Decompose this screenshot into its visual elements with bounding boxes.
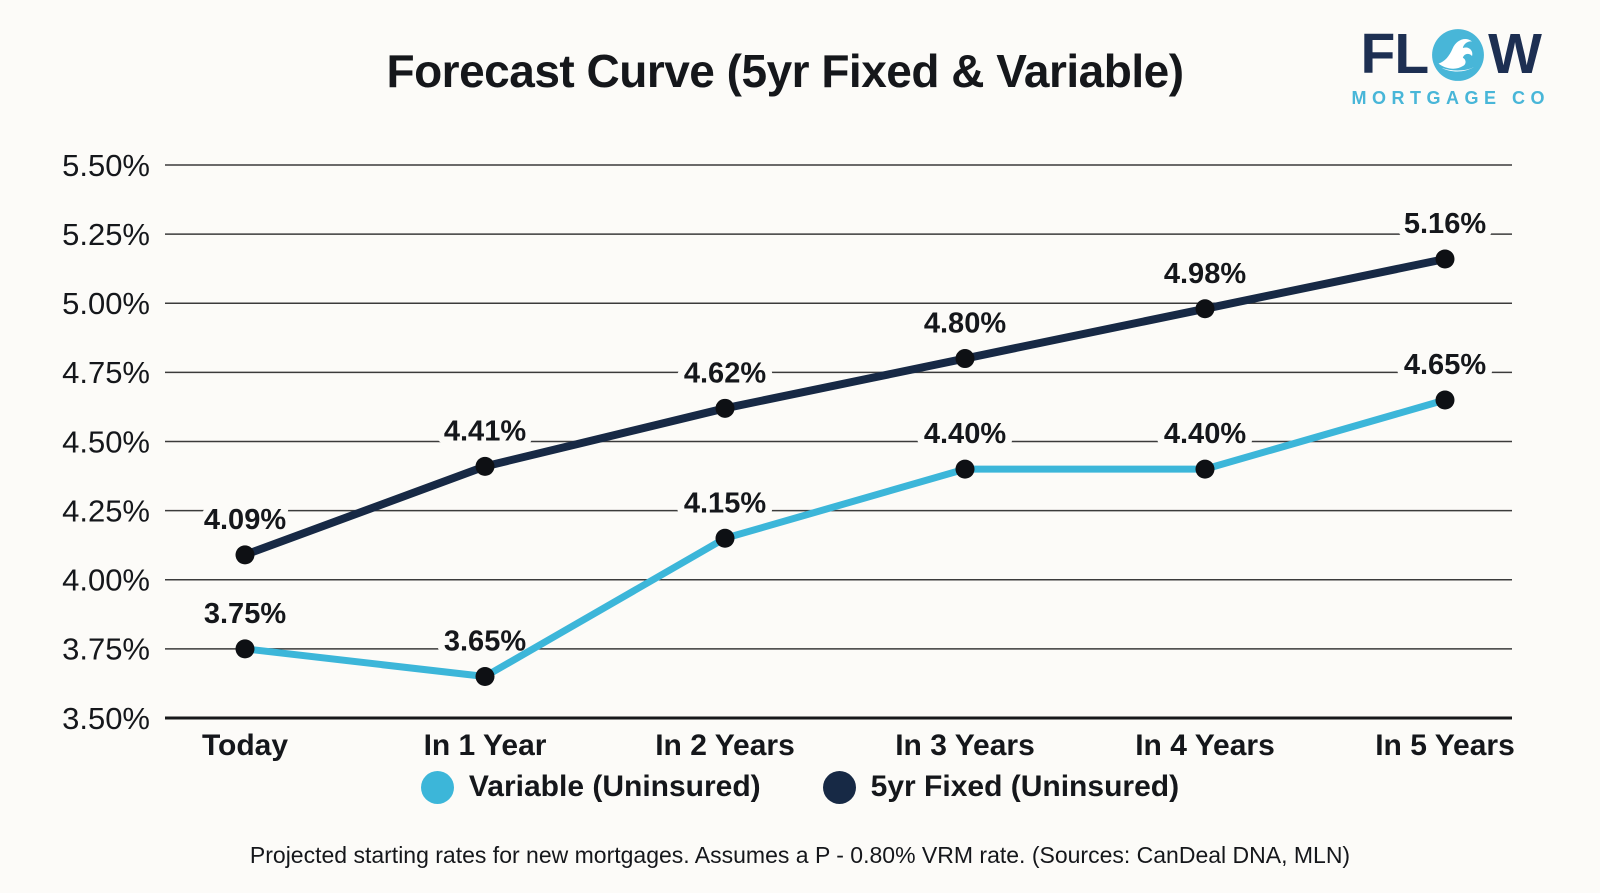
- wave-icon: [1432, 28, 1485, 81]
- y-axis-tick-label: 4.00%: [62, 563, 150, 598]
- logo-subtitle: MORTGAGE CO: [1351, 88, 1550, 108]
- logo-text-fl: FL: [1360, 22, 1430, 86]
- data-point-label-fixed-5yr-uninsured: 4.62%: [684, 357, 766, 389]
- data-point-fixed-5yr-uninsured: [1435, 249, 1455, 269]
- data-point-label-fixed-5yr-uninsured: 5.16%: [1404, 208, 1486, 240]
- data-point-label-variable-uninsured: 4.15%: [684, 487, 766, 519]
- data-point-variable-uninsured: [1195, 459, 1215, 479]
- x-axis-label: In 4 Years: [1135, 729, 1275, 762]
- chart-legend: Variable (Uninsured) 5yr Fixed (Uninsured…: [0, 770, 1600, 804]
- data-point-label-variable-uninsured: 3.75%: [204, 598, 286, 630]
- legend-swatch: [420, 770, 454, 804]
- data-point-fixed-5yr-uninsured: [475, 456, 495, 476]
- y-axis-tick-label: 5.25%: [62, 217, 150, 252]
- x-axis-label: In 1 Year: [424, 729, 547, 762]
- y-axis-tick-label: 5.50%: [62, 148, 150, 183]
- chart-canvas: 5.50% 5.25% 5.00% 4.75% 4.50% 4.25% 4.00% 3.75%…: [62, 148, 1515, 762]
- x-axis-label: In 2 Years: [655, 729, 795, 762]
- series-line-fixed-5yr-uninsured: [241, 255, 1449, 559]
- x-axis-label: In 3 Years: [895, 729, 1035, 762]
- data-point-label-variable-uninsured: 3.65%: [444, 626, 526, 658]
- y-axis-tick-label: 3.75%: [62, 632, 150, 667]
- legend-label: 5yr Fixed (Uninsured): [870, 770, 1180, 803]
- y-axis-tick-label: 4.25%: [62, 493, 150, 528]
- data-point-fixed-5yr-uninsured: [955, 349, 975, 369]
- y-axis-tick-label: 4.50%: [62, 424, 150, 459]
- data-point-variable-uninsured: [235, 639, 255, 659]
- chart-title: Forecast Curve (5yr Fixed & Variable): [386, 45, 1184, 97]
- data-point-fixed-5yr-uninsured: [235, 545, 255, 565]
- x-axis-label: Today: [202, 729, 288, 762]
- data-point-variable-uninsured: [1435, 390, 1455, 410]
- series-line-variable-uninsured: [241, 396, 1449, 681]
- legend-label: Variable (Uninsured): [468, 770, 761, 803]
- y-axis-tick-label: 4.75%: [62, 355, 150, 390]
- data-point-label-fixed-5yr-uninsured: 4.09%: [204, 504, 286, 536]
- data-point-label-fixed-5yr-uninsured: 4.41%: [444, 415, 526, 447]
- legend-item-fixed-5yr-uninsured: 5yr Fixed (Uninsured): [822, 770, 1180, 804]
- legend-swatch: [822, 770, 856, 804]
- flow-mortgage-logo: FL W MORTGAGE CO: [1352, 26, 1551, 109]
- data-point-variable-uninsured: [715, 528, 735, 548]
- legend-item-variable-uninsured: Variable (Uninsured): [420, 770, 761, 804]
- forecast-line-chart: 5.50% 5.25% 5.00% 4.75% 4.50% 4.25% 4.00% 3.75%…: [0, 130, 1600, 780]
- y-axis-tick-label: 5.00%: [62, 286, 150, 321]
- data-point-label-fixed-5yr-uninsured: 4.80%: [924, 308, 1006, 340]
- data-point-label-variable-uninsured: 4.40%: [1164, 418, 1246, 450]
- logo-text-w: W: [1488, 22, 1542, 86]
- y-axis-tick-label: 3.50%: [62, 701, 150, 736]
- chart-footnote: Projected starting rates for new mortgag…: [249, 842, 1351, 868]
- data-point-label-fixed-5yr-uninsured: 4.98%: [1164, 258, 1246, 290]
- data-point-label-variable-uninsured: 4.40%: [924, 418, 1006, 450]
- logo-wordmark: FL W: [1352, 26, 1551, 83]
- data-point-fixed-5yr-uninsured: [715, 398, 735, 418]
- data-point-label-variable-uninsured: 4.65%: [1404, 349, 1486, 381]
- data-point-variable-uninsured: [955, 459, 975, 479]
- data-point-variable-uninsured: [475, 667, 495, 687]
- x-axis-label: In 5 Years: [1375, 729, 1515, 762]
- data-point-fixed-5yr-uninsured: [1195, 299, 1215, 319]
